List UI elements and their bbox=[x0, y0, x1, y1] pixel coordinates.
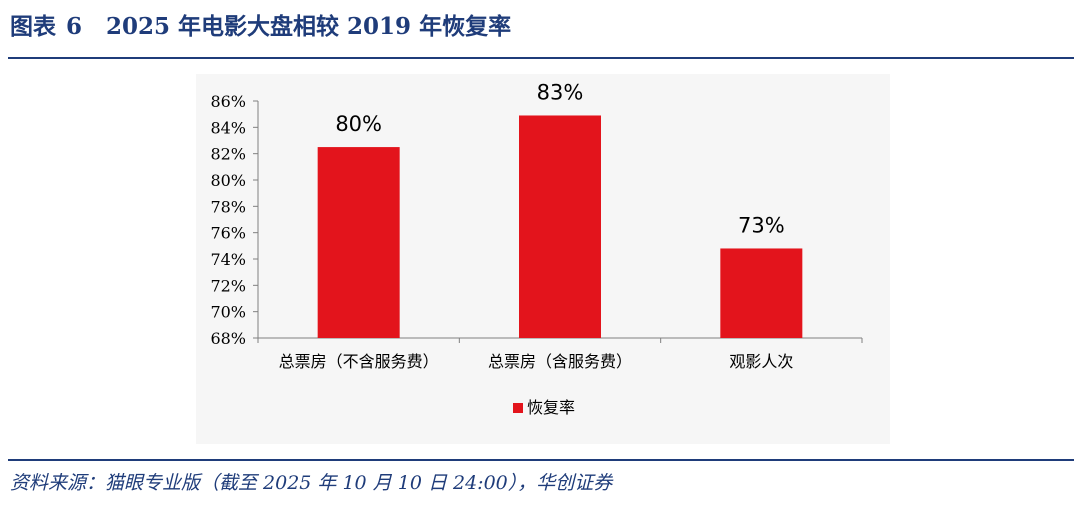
y-tick-label: 82% bbox=[210, 145, 246, 164]
data-label: 73% bbox=[738, 213, 785, 237]
figure-label: 图表 bbox=[10, 13, 56, 40]
title-divider bbox=[8, 57, 1074, 59]
x-tick-label: 总票房（不含服务费） bbox=[279, 352, 439, 371]
x-tick-label: 总票房（含服务费） bbox=[488, 352, 632, 371]
y-tick-label: 84% bbox=[210, 118, 246, 137]
figure-title-text: 2025 年电影大盘相较 2019 年恢复率 bbox=[106, 13, 512, 40]
y-tick-label: 74% bbox=[210, 250, 246, 269]
y-tick-label: 70% bbox=[210, 303, 246, 322]
x-tick-label: 观影人次 bbox=[729, 352, 793, 371]
y-tick-label: 80% bbox=[210, 171, 246, 190]
data-label: 83% bbox=[537, 80, 584, 104]
data-label: 80% bbox=[335, 112, 382, 136]
y-tick-label: 68% bbox=[210, 329, 246, 348]
figure-title: 图表 6 2025 年电影大盘相较 2019 年恢复率 bbox=[10, 10, 511, 44]
figure-number: 6 bbox=[66, 13, 83, 40]
y-tick-label: 86% bbox=[210, 92, 246, 111]
y-tick-label: 72% bbox=[210, 276, 246, 295]
y-tick-label: 78% bbox=[210, 197, 246, 216]
bar bbox=[720, 248, 803, 338]
bar bbox=[317, 147, 400, 338]
legend-label: 恢复率 bbox=[527, 398, 575, 417]
y-tick-label: 76% bbox=[210, 224, 246, 243]
bar bbox=[519, 115, 601, 338]
legend-swatch bbox=[513, 403, 523, 413]
footer-divider bbox=[8, 459, 1074, 461]
source-note: 资料来源：猫眼专业版（截至 2025 年 10 月 10 日 24:00），华创… bbox=[10, 472, 613, 494]
